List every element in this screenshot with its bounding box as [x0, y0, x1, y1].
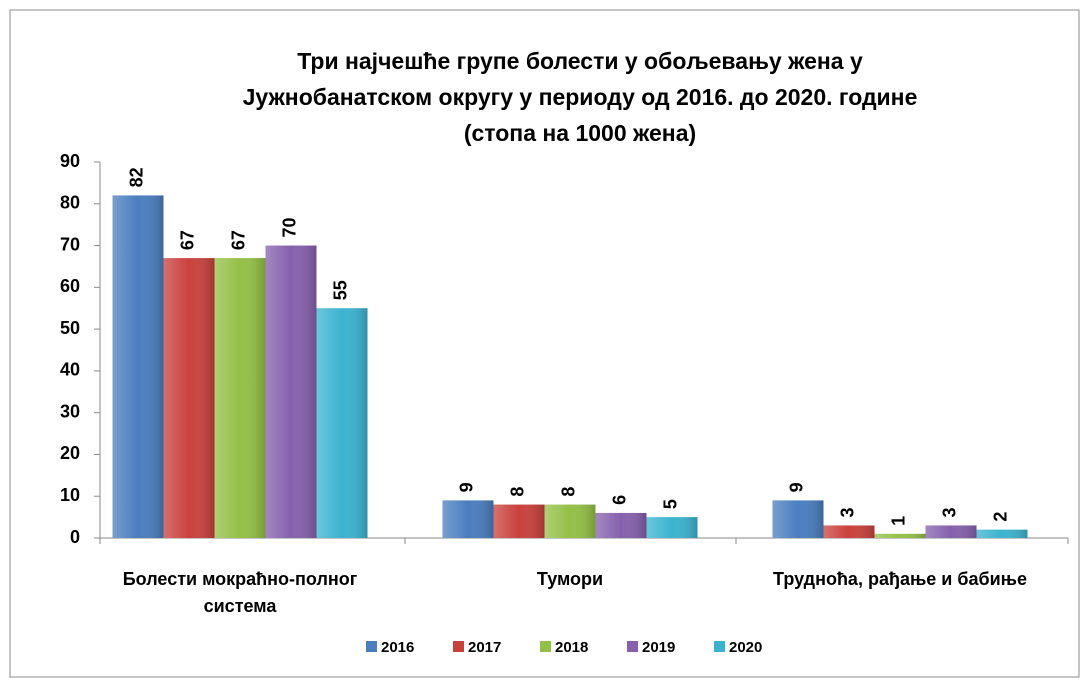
- bar-shade: [772, 500, 824, 538]
- chart-title: (стопа на 1000 жена): [464, 120, 696, 146]
- bar-shade: [442, 500, 494, 538]
- x-tick-label: Болести мокраћно-полног система: [122, 569, 358, 616]
- data-label: 67: [178, 230, 198, 250]
- data-label: 82: [127, 167, 147, 187]
- data-label: 1: [889, 516, 909, 526]
- y-tick-label: 60: [60, 276, 80, 296]
- bar-shade: [646, 517, 698, 538]
- bar-shade: [823, 525, 875, 538]
- y-tick-label: 50: [60, 318, 80, 338]
- y-tick-label: 40: [60, 360, 80, 380]
- legend-swatch: [540, 641, 551, 652]
- data-label: 70: [280, 218, 300, 238]
- data-label: 3: [940, 507, 960, 517]
- y-tick-label: 70: [60, 234, 80, 254]
- bar-shade: [544, 504, 596, 538]
- chart-frame: [9, 9, 1080, 678]
- legend-swatch: [453, 641, 464, 652]
- data-label: 3: [838, 507, 858, 517]
- bar-shade: [493, 504, 545, 538]
- bar-shade: [214, 258, 266, 538]
- legend-label: 2018: [555, 639, 588, 656]
- bar-shade: [316, 308, 368, 538]
- y-tick-label: 80: [60, 193, 80, 213]
- x-tick-label: Тумори: [536, 569, 604, 589]
- data-label: 55: [331, 280, 351, 300]
- bar-shade: [925, 525, 977, 538]
- legend-label: 2019: [642, 639, 675, 656]
- y-tick-label: 0: [70, 527, 80, 547]
- data-label: 9: [787, 482, 807, 492]
- bar-shade: [265, 245, 317, 539]
- y-tick-label: 10: [60, 485, 80, 505]
- data-label: 8: [559, 487, 579, 497]
- chart-title: Јужнобанатском округу у периоду од 2016.…: [243, 84, 918, 110]
- legend-swatch: [714, 641, 725, 652]
- data-label: 5: [661, 499, 681, 509]
- legend-label: 2016: [381, 639, 414, 656]
- bar-shade: [976, 529, 1028, 538]
- bar-shade: [595, 512, 647, 538]
- y-tick-label: 20: [60, 443, 80, 463]
- bar-shade: [874, 533, 926, 538]
- data-label: 2: [991, 512, 1011, 522]
- bar-shade: [112, 195, 164, 538]
- chart-title: Три најчешће групе болести у обољевању ж…: [297, 48, 863, 74]
- legend-swatch: [366, 641, 377, 652]
- y-tick-label: 90: [60, 151, 80, 171]
- legend-label: 2017: [468, 639, 501, 656]
- data-label: 9: [457, 482, 477, 492]
- y-tick-label: 30: [60, 401, 80, 421]
- data-label: 8: [508, 487, 528, 497]
- data-label: 67: [229, 230, 249, 250]
- legend-label: 2020: [729, 639, 762, 656]
- bar-shade: [163, 258, 215, 538]
- legend-swatch: [627, 641, 638, 652]
- data-label: 6: [610, 495, 630, 505]
- x-tick-label: Трудноћа, рађање и бабиње: [773, 569, 1027, 589]
